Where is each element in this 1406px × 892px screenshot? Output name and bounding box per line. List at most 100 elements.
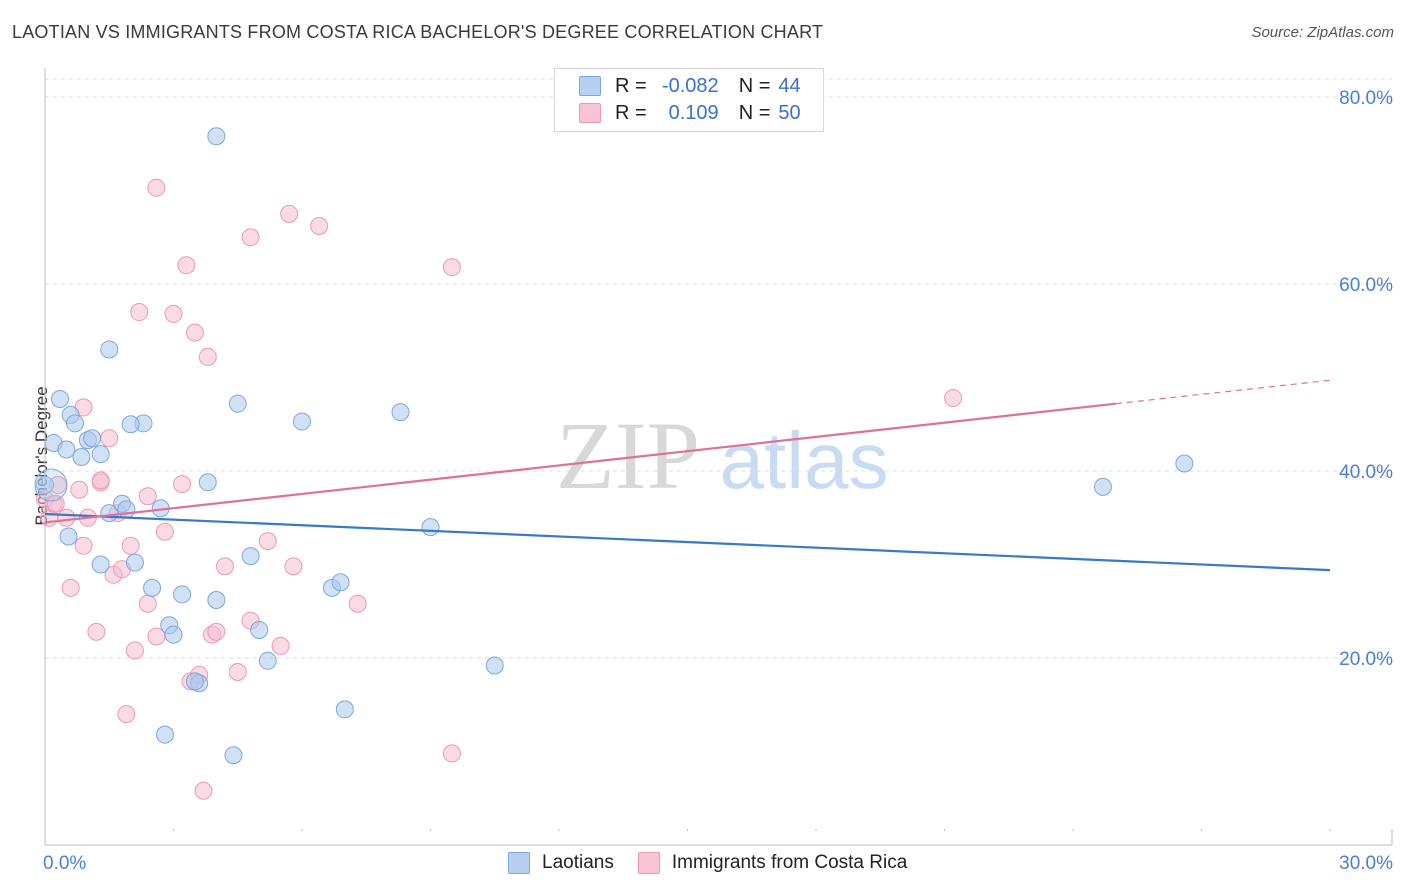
data-point-laotians: [293, 412, 311, 431]
r-label: R =: [615, 101, 647, 124]
n-label: N =: [738, 74, 771, 97]
data-point-costa-rica: [147, 178, 166, 197]
legend-item-costa-rica[interactable]: Immigrants from Costa Rica: [637, 852, 908, 874]
data-point-costa-rica: [130, 303, 149, 322]
watermark-zip: ZIP: [556, 402, 700, 509]
data-point-costa-rica: [177, 256, 196, 275]
data-point-costa-rica: [74, 536, 93, 555]
data-point-laotians: [198, 473, 217, 492]
x-tick-label: 0.0%: [43, 853, 86, 874]
costa-rica-swatch: [579, 103, 601, 123]
data-point-costa-rica: [207, 622, 226, 641]
data-point-costa-rica: [258, 532, 277, 551]
data-point-costa-rica: [57, 508, 76, 527]
costa-rica-legend-swatch: [637, 852, 660, 874]
data-point-costa-rica: [87, 622, 106, 641]
data-point-laotians: [241, 547, 260, 566]
data-point-costa-rica: [91, 471, 110, 490]
data-point-laotians: [143, 578, 162, 597]
data-point-costa-rica: [61, 578, 80, 597]
data-point-costa-rica: [310, 217, 329, 236]
laotians-legend-swatch: [508, 852, 530, 874]
data-point-costa-rica: [155, 522, 174, 541]
laotians-swatch: [579, 76, 601, 96]
data-point-laotians: [117, 500, 136, 519]
y-tick-label: 40.0%: [1339, 462, 1393, 483]
data-point-laotians: [57, 440, 76, 459]
data-point-laotians: [72, 447, 91, 466]
data-point-costa-rica: [138, 594, 157, 613]
data-point-laotians: [1093, 477, 1112, 496]
data-point-costa-rica: [271, 636, 290, 655]
source-label: Source: ZipAtlas.com: [1251, 24, 1394, 41]
watermark-atlas: atlas: [720, 416, 889, 505]
data-point-laotians: [125, 553, 144, 572]
stat-row-costa-rica: R = 0.109 N = 50: [579, 100, 801, 126]
data-point-laotians: [173, 585, 192, 604]
data-point-costa-rica: [442, 258, 461, 277]
axes: [44, 68, 1393, 846]
data-point-costa-rica: [164, 304, 183, 323]
legend-label: Immigrants from Costa Rica: [671, 852, 908, 873]
data-point-costa-rica: [185, 323, 204, 342]
legend-item-laotians[interactable]: Laotians: [508, 852, 614, 874]
data-point-laotians: [164, 625, 183, 644]
data-point-costa-rica: [215, 557, 234, 576]
data-point-laotians: [391, 403, 410, 422]
data-point-laotians: [185, 672, 204, 691]
trend-line-costa-rica: [44, 402, 1116, 524]
data-point-costa-rica: [121, 536, 140, 555]
data-point-laotians: [485, 656, 504, 675]
n-value: 50: [778, 101, 801, 124]
data-point-laotians: [100, 340, 119, 359]
data-point-costa-rica: [70, 480, 89, 499]
data-point-costa-rica: [348, 594, 367, 613]
n-value: 44: [778, 74, 801, 97]
bottom-legend: Laotians Immigrants from Costa Rica: [508, 852, 931, 874]
data-point-costa-rica: [241, 228, 260, 247]
data-point-laotians: [50, 390, 69, 409]
trend-extension-costa-rica: [1115, 379, 1331, 405]
r-value: 0.109: [668, 101, 719, 124]
legend-label: Laotians: [542, 852, 614, 873]
data-point-laotians: [65, 414, 84, 433]
data-point-laotians: [207, 591, 226, 610]
data-point-laotians: [83, 429, 102, 448]
data-point-costa-rica: [944, 389, 963, 408]
watermark: ZIP atlas: [556, 402, 888, 509]
correlation-legend: R = -0.082 N = 44 R = 0.109 N = 50: [554, 68, 824, 132]
data-point-laotians: [34, 468, 68, 502]
stat-row-laotians: R = -0.082 N = 44: [579, 73, 801, 99]
data-point-laotians: [421, 518, 440, 537]
data-point-costa-rica: [284, 557, 303, 576]
data-point-laotians: [36, 476, 54, 495]
data-point-costa-rica: [280, 204, 299, 223]
data-point-costa-rica: [100, 429, 119, 448]
y-tick-label: 20.0%: [1339, 649, 1393, 670]
data-point-costa-rica: [442, 744, 461, 763]
data-point-costa-rica: [228, 663, 247, 682]
grid-lines: [45, 78, 1392, 659]
data-point-costa-rica: [198, 347, 217, 366]
data-point-costa-rica: [125, 641, 144, 660]
trend-lines: [44, 379, 1331, 572]
data-point-laotians: [91, 555, 110, 574]
data-point-costa-rica: [46, 494, 65, 513]
data-point-laotians: [224, 746, 243, 765]
data-point-laotians: [155, 725, 174, 744]
trend-line-laotians: [44, 512, 1331, 572]
data-point-laotians: [121, 415, 140, 434]
data-point-costa-rica: [138, 487, 157, 506]
data-point-laotians: [258, 651, 277, 670]
tick-labels: 20.0% 40.0% 60.0% 80.0% 0.0% 30.0%: [43, 88, 1393, 874]
chart-title: LAOTIAN VS IMMIGRANTS FROM COSTA RICA BA…: [12, 22, 824, 42]
data-point-laotians: [250, 620, 269, 639]
n-label: N =: [738, 101, 771, 124]
data-point-costa-rica: [173, 475, 192, 494]
data-point-laotians: [207, 127, 226, 146]
data-point-costa-rica: [194, 781, 213, 800]
data-point-laotians: [228, 394, 247, 413]
data-point-laotians: [59, 527, 78, 546]
data-point-laotians: [1175, 454, 1194, 473]
